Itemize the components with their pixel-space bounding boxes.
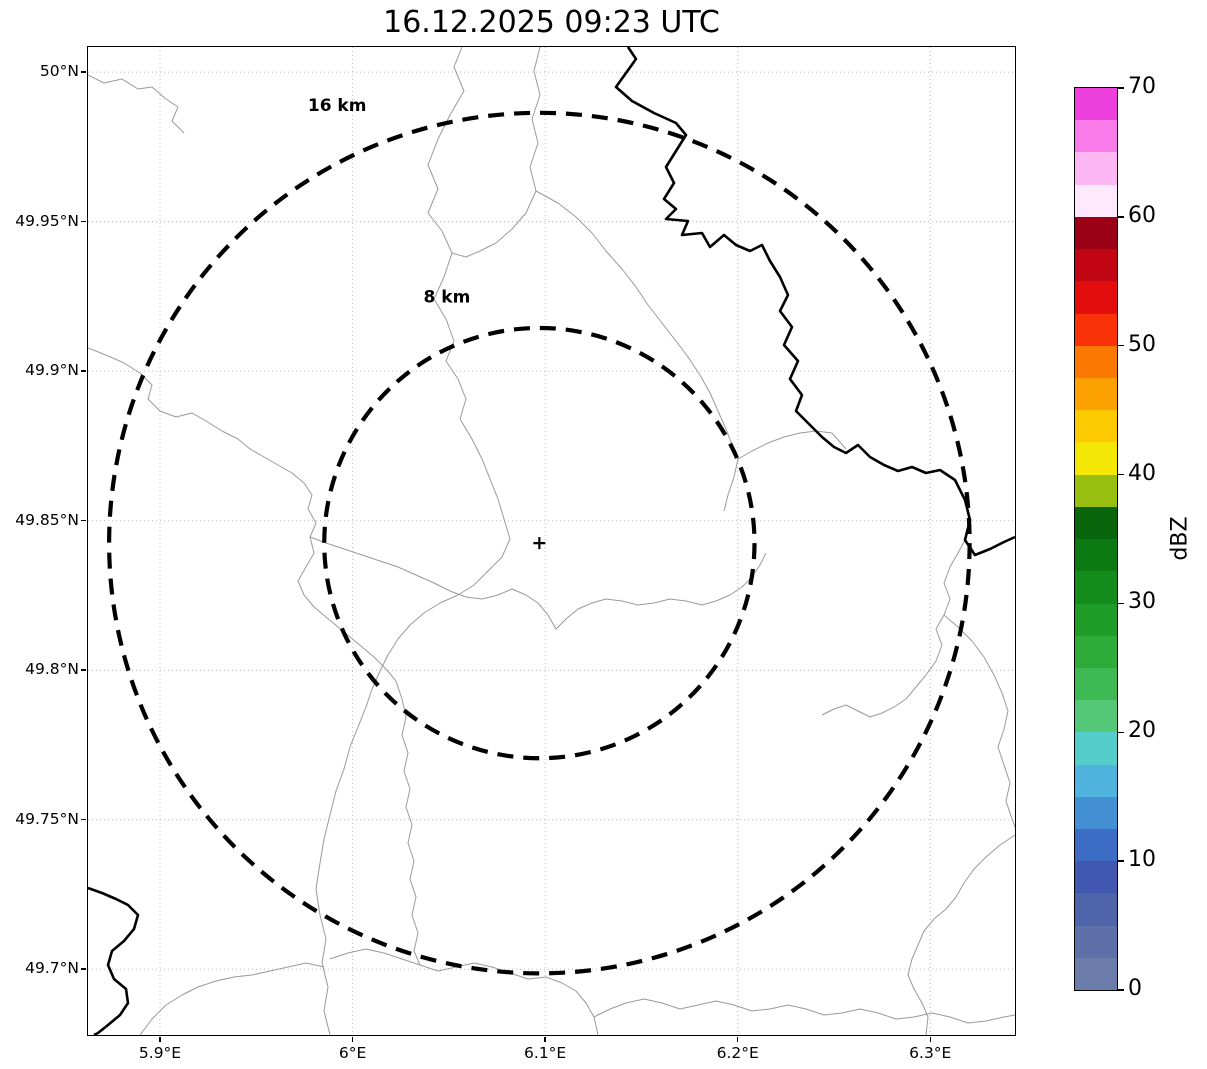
- y-tick-label: 49.95°N: [15, 211, 79, 230]
- x-tick-label: 5.9°E: [138, 1044, 182, 1062]
- colorbar-tick-mark: [1118, 602, 1124, 605]
- map-admin-border: [315, 47, 511, 1035]
- colorbar-segment: [1075, 442, 1117, 475]
- map-admin-border: [329, 948, 599, 1035]
- y-tick-mark: [81, 370, 86, 372]
- x-tick-label: 6.1°E: [524, 1044, 567, 1062]
- colorbar-segment: [1075, 957, 1117, 991]
- y-tick-label: 49.75°N: [15, 809, 79, 828]
- colorbar-segment: [1075, 635, 1117, 668]
- y-tick-label: 49.9°N: [25, 361, 79, 380]
- colorbar-segment: [1075, 925, 1117, 958]
- colorbar-segment: [1075, 700, 1117, 733]
- map-admin-border: [821, 539, 966, 718]
- colorbar-segment: [1075, 506, 1117, 540]
- map-admin-border: [309, 536, 767, 630]
- y-tick-mark: [81, 818, 86, 821]
- y-tick-label: 49.8°N: [25, 660, 79, 679]
- x-tick-label: 6°E: [338, 1044, 367, 1062]
- colorbar-segment: [1075, 474, 1117, 507]
- map-admin-border: [737, 430, 847, 460]
- colorbar-segment: [1075, 732, 1117, 765]
- colorbar-segment: [1075, 571, 1117, 604]
- map-admin-border: [535, 190, 739, 512]
- y-tick-label: 49.7°N: [25, 959, 79, 978]
- range-ring-label-16km: 16 km: [308, 96, 367, 116]
- colorbar-segment: [1075, 893, 1117, 926]
- colorbar-segment: [1075, 377, 1117, 411]
- map-admin-border: [88, 347, 397, 682]
- colorbar-tick-mark: [1118, 731, 1124, 734]
- map-country-border: [88, 886, 140, 1035]
- colorbar-tick-mark: [1118, 473, 1124, 476]
- colorbar-segment: [1075, 249, 1117, 282]
- y-tick-mark: [81, 519, 86, 522]
- map-plot-svg: 8 km 16 km: [88, 47, 1015, 1035]
- colorbar-segment: [1075, 88, 1117, 121]
- colorbar-segment: [1075, 120, 1117, 153]
- colorbar-tick-mark: [1118, 860, 1124, 862]
- colorbar-tick-label: 0: [1128, 976, 1142, 1001]
- map-admin-border: [139, 962, 325, 1035]
- colorbar: [1074, 87, 1118, 991]
- x-tick-mark: [736, 1037, 739, 1042]
- colorbar-segment: [1075, 216, 1117, 250]
- colorbar-segment: [1075, 410, 1117, 443]
- plot-title: 16.12.2025 09:23 UTC: [383, 5, 720, 40]
- colorbar-segment: [1075, 764, 1117, 797]
- colorbar-tick-label: 20: [1128, 718, 1156, 744]
- colorbar-tick-label: 40: [1128, 460, 1156, 486]
- x-tick-mark: [929, 1037, 932, 1042]
- colorbar-segment: [1075, 345, 1117, 378]
- map-admin-border: [593, 998, 1015, 1024]
- range-ring-label-8km: 8 km: [424, 287, 471, 307]
- y-tick-label: 49.85°N: [15, 510, 79, 529]
- colorbar-segment: [1075, 184, 1117, 217]
- y-tick-mark: [81, 220, 86, 223]
- map-admin-border: [907, 834, 1015, 1035]
- colorbar-segment: [1075, 667, 1117, 701]
- colorbar-tick-mark: [1118, 989, 1124, 991]
- radar-center-marker: [533, 537, 546, 550]
- x-tick-mark: [544, 1037, 546, 1042]
- x-tick-mark: [351, 1037, 354, 1042]
- y-tick-mark: [81, 669, 86, 671]
- colorbar-segment: [1075, 152, 1117, 185]
- y-tick-mark: [81, 968, 86, 970]
- colorbar-tick-mark: [1118, 216, 1124, 218]
- colorbar-segment: [1075, 796, 1117, 830]
- map-admin-border: [451, 47, 541, 258]
- colorbar-tick-mark: [1118, 87, 1124, 89]
- map-admin-border: [395, 680, 421, 966]
- colorbar-segment: [1075, 861, 1117, 894]
- y-tick-label: 50°N: [39, 62, 79, 81]
- colorbar-tick-label: 70: [1128, 74, 1156, 99]
- map-plot-area: 8 km 16 km: [87, 46, 1016, 1036]
- x-tick-label: 6.3°E: [909, 1044, 952, 1062]
- colorbar-segment: [1075, 313, 1117, 346]
- colorbar-tick-label: 30: [1128, 589, 1156, 615]
- colorbar-tick-label: 60: [1128, 202, 1156, 228]
- colorbar-tick-label: 10: [1128, 847, 1156, 873]
- range-ring-8km: [322, 325, 757, 761]
- map-admin-border: [88, 74, 185, 134]
- colorbar-segment: [1075, 281, 1117, 314]
- colorbar-tick-mark: [1118, 344, 1124, 347]
- y-tick-mark: [81, 71, 86, 73]
- colorbar-tick-label: 50: [1128, 331, 1156, 357]
- colorbar-axis-label: dBZ: [1167, 515, 1193, 561]
- colorbar-label-wrap: dBZ: [1160, 87, 1200, 989]
- x-tick-mark: [159, 1037, 161, 1042]
- map-admin-border: [943, 614, 1015, 828]
- colorbar-segment: [1075, 829, 1117, 862]
- colorbar-segment: [1075, 539, 1117, 572]
- x-tick-label: 6.2°E: [716, 1044, 759, 1062]
- colorbar-segment: [1075, 603, 1117, 636]
- map-country-border: [614, 47, 1015, 557]
